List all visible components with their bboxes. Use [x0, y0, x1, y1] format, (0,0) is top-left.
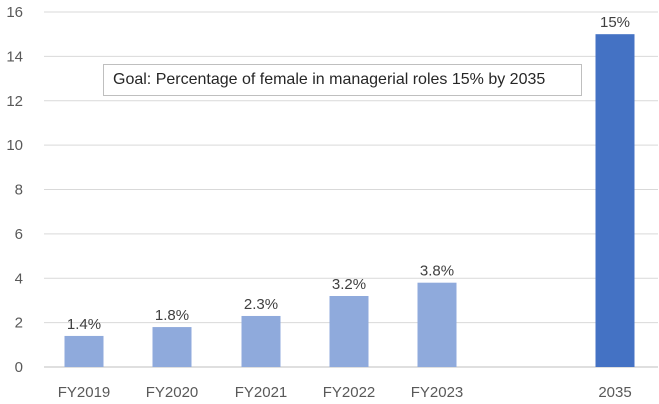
bar	[417, 282, 457, 367]
data-label: 2.3%	[244, 296, 278, 313]
x-tick-label: FY2020	[146, 384, 199, 401]
y-axis-ticks: 0 2 4 6 8 10 12 14 16	[6, 4, 23, 376]
x-tick-label: FY2019	[58, 384, 111, 401]
data-labels: 1.4% 1.8% 2.3% 3.2% 3.8% 15%	[67, 14, 630, 333]
goal-annotation-text: Goal: Percentage of female in managerial…	[113, 71, 546, 88]
y-tick-label: 6	[15, 226, 23, 243]
bar	[241, 315, 281, 367]
bar	[152, 327, 192, 367]
y-tick-label: 4	[15, 270, 23, 287]
data-label: 3.8%	[420, 263, 454, 280]
bar	[64, 335, 104, 367]
gridlines	[44, 11, 658, 368]
x-tick-label: FY2021	[235, 384, 288, 401]
data-label: 15%	[600, 14, 630, 31]
goal-annotation: Goal: Percentage of female in managerial…	[103, 64, 582, 96]
data-label: 3.2%	[332, 276, 366, 293]
x-tick-label: FY2023	[411, 384, 464, 401]
y-tick-label: 16	[6, 4, 23, 21]
x-tick-label: FY2022	[323, 384, 376, 401]
data-label: 1.4%	[67, 316, 101, 333]
bars	[64, 34, 635, 367]
y-tick-label: 8	[15, 182, 23, 199]
y-tick-label: 0	[15, 359, 23, 376]
y-tick-label: 12	[6, 93, 23, 110]
bar	[329, 296, 369, 367]
x-axis-ticks: FY2019 FY2020 FY2021 FY2022 FY2023 2035	[58, 384, 632, 401]
data-label: 1.8%	[155, 307, 189, 324]
y-tick-label: 14	[6, 48, 23, 65]
y-tick-label: 10	[6, 137, 23, 154]
bar-goal	[595, 34, 635, 367]
y-tick-label: 2	[15, 315, 23, 332]
x-tick-label: 2035	[598, 384, 631, 401]
